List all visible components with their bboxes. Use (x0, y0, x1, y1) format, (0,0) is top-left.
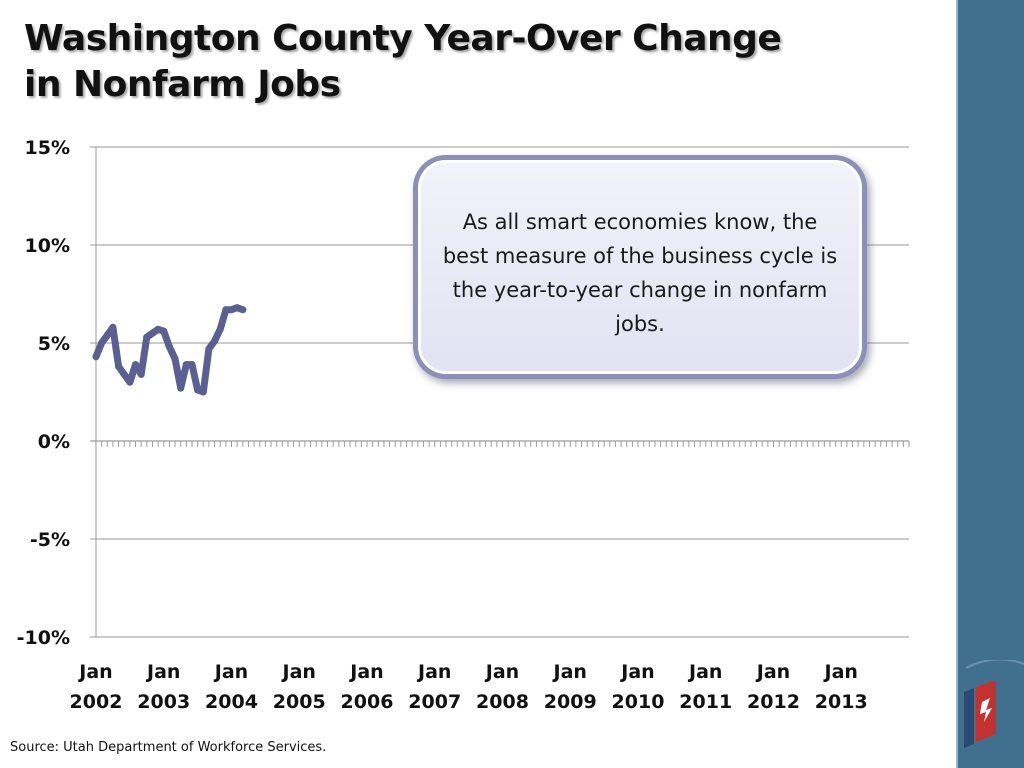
x-tick-label: Jan (416, 661, 451, 683)
data-point (171, 355, 179, 363)
data-point (143, 333, 151, 341)
data-point (109, 323, 117, 331)
data-point (216, 325, 224, 333)
data-point (239, 306, 247, 314)
x-tick-label: Jan (552, 661, 587, 683)
slide-title: Washington County Year-Over Change in No… (24, 16, 924, 108)
x-tick-label: Jan (823, 661, 858, 683)
data-point (211, 337, 219, 345)
data-point (188, 361, 196, 369)
x-tick-label: 2006 (341, 691, 394, 713)
x-tick-label: 2008 (476, 691, 529, 713)
x-tick-label: Jan (348, 661, 383, 683)
x-tick-label: Jan (484, 661, 519, 683)
x-tick-label: 2005 (273, 691, 326, 713)
x-tick-label: 2013 (815, 691, 868, 713)
slide-title-line2: in Nonfarm Jobs (24, 64, 341, 105)
data-point (222, 306, 230, 314)
callout-text: As all smart economies know, the best me… (442, 210, 838, 336)
data-point (233, 304, 241, 312)
data-point (103, 331, 111, 339)
x-tick-label: 2011 (679, 691, 732, 713)
data-point (194, 386, 202, 394)
x-tick-label: Jan (755, 661, 790, 683)
x-tick-label: Jan (77, 661, 112, 683)
x-tick-label: 2010 (612, 691, 665, 713)
y-tick-label: 0% (38, 431, 70, 453)
data-point (132, 361, 139, 369)
x-tick-label: Jan (145, 661, 180, 683)
callout-box: As all smart economies know, the best me… (418, 160, 862, 374)
x-tick-label: 2003 (137, 691, 190, 713)
data-point (199, 388, 207, 396)
data-point (115, 363, 123, 370)
y-tick-label: 10% (25, 235, 70, 257)
logo-icon (964, 660, 1024, 748)
data-point (165, 343, 173, 351)
data-point (154, 325, 162, 333)
x-tick-label: 2012 (747, 691, 800, 713)
y-tick-label: -5% (30, 529, 70, 551)
x-tick-label: Jan (687, 661, 722, 683)
data-point (149, 329, 156, 337)
data-point (137, 370, 145, 378)
data-point (205, 345, 213, 353)
side-bar (956, 0, 1024, 768)
x-tick-label: Jan (281, 661, 316, 683)
data-point (126, 378, 134, 386)
y-tick-label: 5% (38, 333, 70, 355)
data-point (228, 306, 235, 314)
data-point (92, 353, 100, 361)
data-point (177, 384, 185, 392)
y-tick-label: 15% (25, 137, 70, 159)
data-point (160, 327, 168, 335)
x-tick-label: 2009 (544, 691, 597, 713)
x-tick-label: 2004 (205, 691, 258, 713)
x-tick-label: Jan (619, 661, 654, 683)
data-point (182, 361, 190, 369)
x-tick-label: Jan (213, 661, 248, 683)
slide-title-line1: Washington County Year-Over Change (24, 18, 782, 59)
x-tick-label: 2002 (70, 691, 123, 713)
data-point (98, 339, 106, 347)
y-tick-label: -10% (17, 627, 70, 649)
x-tick-label: 2007 (408, 691, 461, 713)
source-note: Source: Utah Department of Workforce Ser… (10, 740, 327, 755)
line-chart: 15% 10% 5% 0% -5% -10% Jan 2002 Jan 2003 Jan 2004 Ja… (17, 137, 910, 713)
data-point (120, 370, 128, 378)
